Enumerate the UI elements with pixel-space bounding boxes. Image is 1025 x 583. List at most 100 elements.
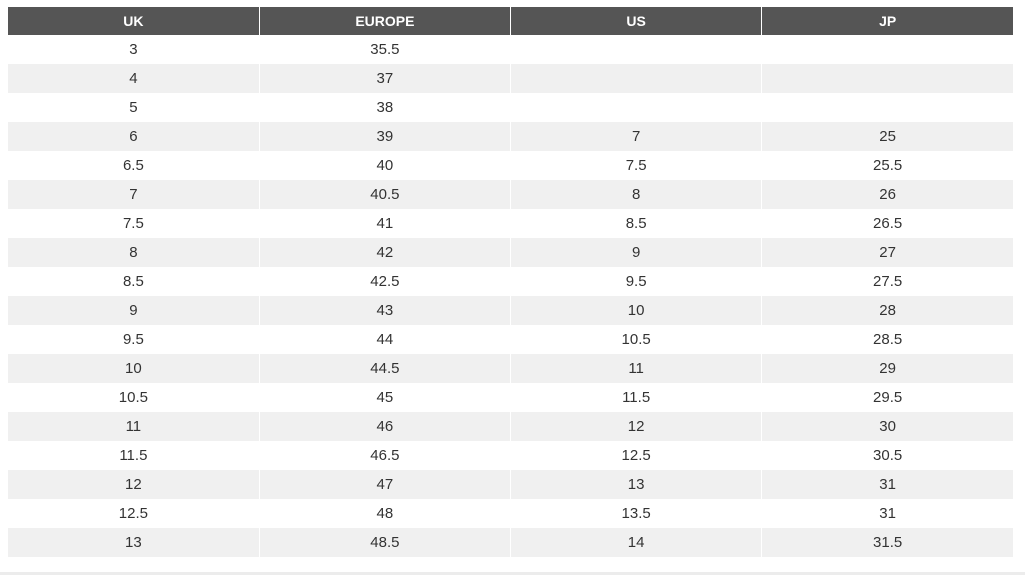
cell-us: 11.5 (510, 383, 763, 412)
cell-europe: 39 (259, 122, 512, 151)
cell-us: 9 (510, 238, 763, 267)
cell-jp: 31.5 (761, 528, 1013, 557)
cell-jp: 27.5 (761, 267, 1013, 296)
cell-uk: 8 (8, 238, 260, 267)
cell-uk: 7 (8, 180, 260, 209)
table-row: 11 46 12 30 (8, 412, 1013, 441)
cell-uk: 10.5 (8, 383, 260, 412)
cell-jp (761, 93, 1013, 122)
header-row: UK EUROPE US JP (8, 7, 1013, 35)
cell-europe: 44 (259, 325, 512, 354)
cell-us: 14 (510, 528, 763, 557)
cell-europe: 42.5 (259, 267, 512, 296)
cell-uk: 9 (8, 296, 260, 325)
table-row: 5 38 (8, 93, 1013, 122)
size-chart: UK EUROPE US JP 3 35.5 4 37 5 38 6 39 7 25 6.5… (8, 7, 1013, 557)
table-row: 6.5 40 7.5 25.5 (8, 151, 1013, 180)
cell-us: 7.5 (510, 151, 763, 180)
cell-us: 12 (510, 412, 763, 441)
bottom-divider (0, 572, 1025, 575)
table-row: 12 47 13 31 (8, 470, 1013, 499)
cell-jp: 28 (761, 296, 1013, 325)
cell-jp: 27 (761, 238, 1013, 267)
header-us: US (510, 7, 763, 35)
cell-jp: 25.5 (761, 151, 1013, 180)
cell-europe: 46 (259, 412, 512, 441)
header-jp: JP (761, 7, 1013, 35)
cell-europe: 37 (259, 64, 512, 93)
cell-us: 13.5 (510, 499, 763, 528)
cell-jp: 29.5 (761, 383, 1013, 412)
cell-us: 10 (510, 296, 763, 325)
cell-us: 7 (510, 122, 763, 151)
cell-uk: 3 (8, 35, 260, 64)
cell-uk: 6 (8, 122, 260, 151)
table-row: 9.5 44 10.5 28.5 (8, 325, 1013, 354)
cell-uk: 6.5 (8, 151, 260, 180)
cell-jp: 26.5 (761, 209, 1013, 238)
table-row: 7.5 41 8.5 26.5 (8, 209, 1013, 238)
cell-jp: 30.5 (761, 441, 1013, 470)
cell-europe: 43 (259, 296, 512, 325)
cell-uk: 12.5 (8, 499, 260, 528)
cell-us (510, 64, 763, 93)
size-conversion-table: UK EUROPE US JP 3 35.5 4 37 5 38 6 39 7 25 6.5… (8, 7, 1013, 557)
cell-us: 11 (510, 354, 763, 383)
cell-europe: 41 (259, 209, 512, 238)
table-row: 8 42 9 27 (8, 238, 1013, 267)
table-row: 7 40.5 8 26 (8, 180, 1013, 209)
cell-jp: 26 (761, 180, 1013, 209)
cell-jp: 28.5 (761, 325, 1013, 354)
table-row: 10 44.5 11 29 (8, 354, 1013, 383)
table-row: 8.5 42.5 9.5 27.5 (8, 267, 1013, 296)
cell-us (510, 35, 763, 64)
cell-jp: 30 (761, 412, 1013, 441)
table-row: 11.5 46.5 12.5 30.5 (8, 441, 1013, 470)
table-body: 3 35.5 4 37 5 38 6 39 7 25 6.5 40 7.5 25.5 7 40.5 8… (8, 35, 1013, 557)
cell-jp: 25 (761, 122, 1013, 151)
cell-europe: 46.5 (259, 441, 512, 470)
table-row: 6 39 7 25 (8, 122, 1013, 151)
table-row: 13 48.5 14 31.5 (8, 528, 1013, 557)
cell-uk: 4 (8, 64, 260, 93)
cell-uk: 11 (8, 412, 260, 441)
cell-europe: 48 (259, 499, 512, 528)
table-row: 9 43 10 28 (8, 296, 1013, 325)
table-row: 10.5 45 11.5 29.5 (8, 383, 1013, 412)
cell-us: 13 (510, 470, 763, 499)
cell-europe: 48.5 (259, 528, 512, 557)
cell-europe: 40.5 (259, 180, 512, 209)
cell-jp (761, 35, 1013, 64)
cell-us (510, 93, 763, 122)
cell-uk: 8.5 (8, 267, 260, 296)
cell-us: 8 (510, 180, 763, 209)
cell-uk: 7.5 (8, 209, 260, 238)
cell-us: 12.5 (510, 441, 763, 470)
cell-europe: 44.5 (259, 354, 512, 383)
cell-europe: 35.5 (259, 35, 512, 64)
cell-uk: 9.5 (8, 325, 260, 354)
header-uk: UK (8, 7, 260, 35)
cell-uk: 12 (8, 470, 260, 499)
table-header: UK EUROPE US JP (8, 7, 1013, 35)
cell-uk: 11.5 (8, 441, 260, 470)
cell-jp: 29 (761, 354, 1013, 383)
cell-us: 8.5 (510, 209, 763, 238)
cell-europe: 40 (259, 151, 512, 180)
cell-uk: 13 (8, 528, 260, 557)
table-row: 4 37 (8, 64, 1013, 93)
header-europe: EUROPE (259, 7, 512, 35)
cell-us: 10.5 (510, 325, 763, 354)
cell-europe: 38 (259, 93, 512, 122)
cell-europe: 47 (259, 470, 512, 499)
cell-us: 9.5 (510, 267, 763, 296)
cell-jp: 31 (761, 470, 1013, 499)
cell-uk: 5 (8, 93, 260, 122)
cell-europe: 42 (259, 238, 512, 267)
cell-jp (761, 64, 1013, 93)
cell-europe: 45 (259, 383, 512, 412)
cell-jp: 31 (761, 499, 1013, 528)
table-row: 3 35.5 (8, 35, 1013, 64)
cell-uk: 10 (8, 354, 260, 383)
table-row: 12.5 48 13.5 31 (8, 499, 1013, 528)
